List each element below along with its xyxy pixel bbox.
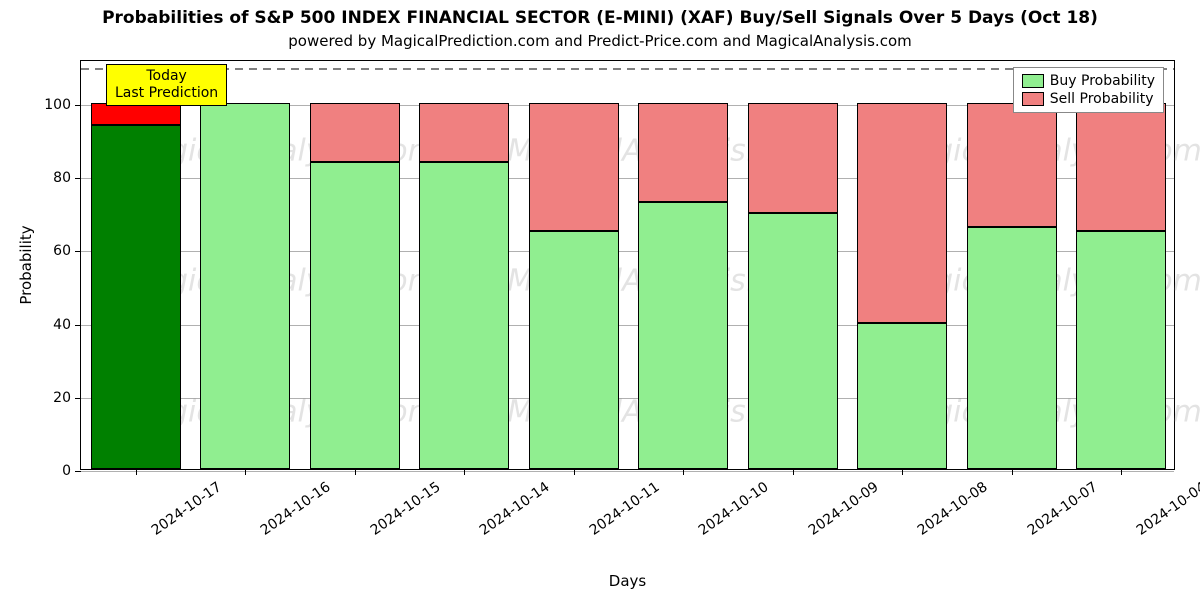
x-tick <box>793 469 794 475</box>
legend-item: Sell Probability <box>1022 90 1155 108</box>
buy-bar <box>200 103 290 469</box>
x-tick-label: 2024-10-10 <box>696 479 772 539</box>
x-tick-label: 2024-10-17 <box>148 479 224 539</box>
bar-group <box>967 59 1057 469</box>
bar-group <box>748 59 838 469</box>
sell-bar <box>748 103 838 213</box>
sell-bar <box>967 103 1057 227</box>
sell-bar <box>419 103 509 162</box>
legend-swatch <box>1022 74 1044 88</box>
plot-area: 020406080100MagicalAnalysis.comMagicalAn… <box>80 60 1175 470</box>
x-tick <box>136 469 137 475</box>
sell-bar <box>529 103 619 231</box>
x-tick <box>902 469 903 475</box>
legend-label: Buy Probability <box>1050 72 1155 90</box>
x-tick-label: 2024-10-16 <box>258 479 334 539</box>
buy-bar <box>857 323 947 469</box>
x-tick-label: 2024-10-15 <box>367 479 443 539</box>
bar-group <box>857 59 947 469</box>
x-tick <box>464 469 465 475</box>
y-tick-label: 80 <box>53 170 81 186</box>
bar-group <box>200 59 290 469</box>
bar-group <box>638 59 728 469</box>
chart-title: Probabilities of S&P 500 INDEX FINANCIAL… <box>0 8 1200 28</box>
buy-bar <box>529 231 619 469</box>
sell-bar <box>857 103 947 323</box>
y-tick-label: 0 <box>62 463 81 479</box>
chart-figure: Probabilities of S&P 500 INDEX FINANCIAL… <box>0 0 1200 600</box>
x-tick-label: 2024-10-08 <box>915 479 991 539</box>
x-tick <box>355 469 356 475</box>
x-tick-label: 2024-10-07 <box>1024 479 1100 539</box>
x-tick <box>245 469 246 475</box>
x-tick <box>1121 469 1122 475</box>
buy-bar <box>638 202 728 469</box>
sell-bar <box>91 103 181 125</box>
buy-bar <box>748 213 838 469</box>
buy-bar <box>310 162 400 470</box>
x-tick-label: 2024-10-14 <box>477 479 553 539</box>
x-tick-label: 2024-10-04 <box>1134 479 1200 539</box>
buy-bar <box>967 227 1057 469</box>
buy-bar <box>419 162 509 470</box>
sell-bar <box>310 103 400 162</box>
sell-bar <box>1076 103 1166 231</box>
today-annotation: TodayLast Prediction <box>106 64 227 106</box>
x-tick <box>683 469 684 475</box>
y-tick-label: 100 <box>44 97 81 113</box>
y-tick-label: 20 <box>53 390 81 406</box>
x-tick-label: 2024-10-09 <box>805 479 881 539</box>
legend-label: Sell Probability <box>1050 90 1154 108</box>
x-tick <box>1012 469 1013 475</box>
bar-group <box>91 59 181 469</box>
x-axis-label: Days <box>80 572 1175 590</box>
sell-bar <box>638 103 728 202</box>
bar-group <box>419 59 509 469</box>
x-tick-label: 2024-10-11 <box>586 479 662 539</box>
bar-group <box>1076 59 1166 469</box>
y-tick-label: 60 <box>53 243 81 259</box>
annotation-line: Today <box>115 68 218 85</box>
legend-swatch <box>1022 92 1044 106</box>
y-tick-label: 40 <box>53 317 81 333</box>
x-tick <box>574 469 575 475</box>
y-axis-label: Probability <box>17 225 35 304</box>
bar-group <box>529 59 619 469</box>
buy-bar <box>1076 231 1166 469</box>
annotation-line: Last Prediction <box>115 85 218 102</box>
chart-subtitle: powered by MagicalPrediction.com and Pre… <box>0 32 1200 50</box>
bar-group <box>310 59 400 469</box>
legend: Buy ProbabilitySell Probability <box>1013 67 1164 113</box>
legend-item: Buy Probability <box>1022 72 1155 90</box>
buy-bar <box>91 125 181 469</box>
